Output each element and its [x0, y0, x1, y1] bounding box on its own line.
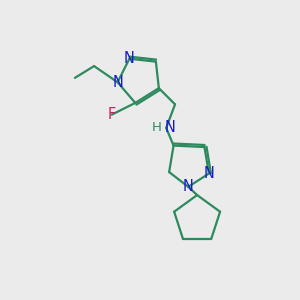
- Text: H: H: [152, 121, 162, 134]
- Text: N: N: [203, 166, 214, 181]
- Text: N: N: [112, 75, 123, 90]
- Text: N: N: [124, 51, 135, 66]
- Text: N: N: [165, 120, 176, 135]
- Text: F: F: [108, 107, 116, 122]
- Text: N: N: [183, 179, 194, 194]
